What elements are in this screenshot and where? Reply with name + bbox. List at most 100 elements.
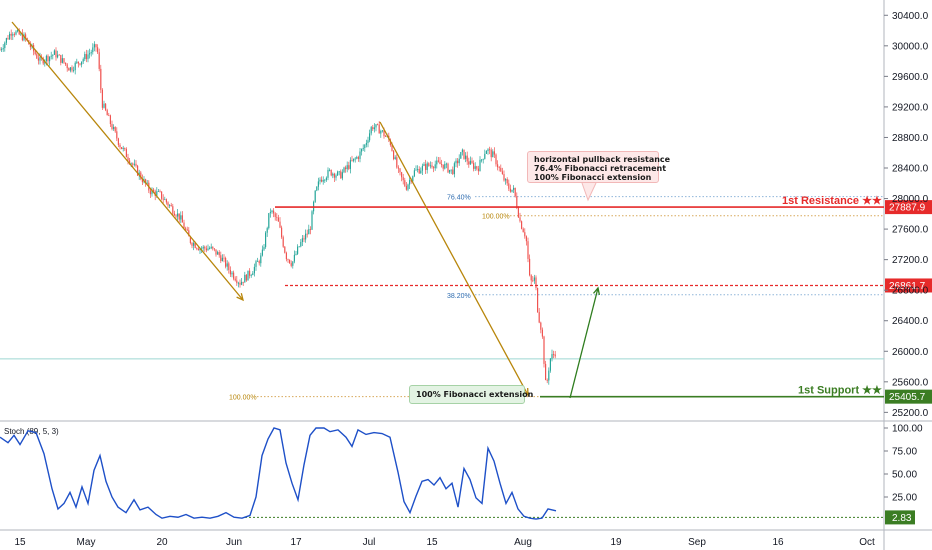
candle-body: [215, 249, 217, 255]
candle-body: [378, 124, 380, 134]
candle: [212, 246, 214, 251]
candle-body: [97, 47, 99, 53]
candle: [356, 155, 358, 160]
candle: [157, 189, 159, 192]
candle: [162, 194, 164, 204]
candle: [81, 61, 83, 68]
candle-body: [85, 54, 87, 60]
candle-body: [239, 282, 241, 285]
candle: [263, 244, 265, 251]
candle: [61, 54, 63, 64]
candle-body: [325, 177, 327, 180]
candle-body: [119, 144, 121, 148]
candle: [287, 258, 289, 263]
candle-body: [287, 259, 289, 260]
candle: [93, 41, 95, 52]
candle-body: [161, 191, 163, 199]
resistance-callout: horizontal pullback resistance 76.4% Fib…: [527, 151, 670, 183]
fibonacci-level-label: 76.40%: [447, 195, 471, 202]
candle: [106, 108, 108, 116]
candle: [513, 185, 515, 194]
candle: [364, 144, 366, 152]
candle: [95, 43, 97, 52]
candle: [119, 143, 121, 150]
candle-body: [15, 31, 17, 35]
fibonacci-extension-arrow-2-shaft: [379, 121, 529, 396]
candle: [260, 252, 262, 267]
candle: [549, 358, 551, 373]
price-tick-label: 26800.0: [892, 286, 929, 297]
candle-body: [113, 127, 115, 130]
candle: [271, 209, 273, 214]
candle-body: [532, 280, 534, 282]
candle-body: [52, 54, 54, 56]
candle: [397, 165, 399, 173]
price-tick-label: 27600.0: [892, 225, 929, 236]
candle-body: [218, 252, 220, 256]
candle-body: [71, 67, 73, 71]
candle: [15, 30, 17, 36]
candle: [525, 235, 527, 246]
candle: [111, 120, 113, 131]
candle: [445, 162, 447, 169]
candle: [378, 121, 380, 134]
price-level-badge-label: 25405.7: [889, 392, 926, 403]
candle: [324, 179, 326, 183]
candle: [42, 56, 44, 66]
candle-body: [327, 169, 329, 178]
candle-body: [149, 190, 151, 195]
candle: [437, 157, 439, 163]
candle-body: [506, 179, 508, 184]
candle-body: [223, 257, 225, 259]
candle: [90, 49, 92, 57]
candle-body: [7, 38, 9, 40]
candle-body: [269, 212, 271, 214]
candle: [69, 66, 71, 73]
candle-body: [522, 228, 524, 233]
candle: [453, 161, 455, 178]
candle: [375, 124, 377, 132]
candle: [455, 158, 457, 168]
candle-body: [101, 89, 103, 108]
candle-body: [25, 34, 27, 39]
candle-body: [490, 149, 492, 158]
candle: [236, 276, 238, 286]
candle-body: [460, 152, 462, 159]
candle: [298, 246, 300, 248]
candle: [282, 235, 284, 248]
candle-body: [13, 34, 15, 36]
candle-body: [517, 207, 519, 218]
candle-body: [345, 167, 347, 170]
candle-body: [303, 238, 305, 240]
candle: [477, 165, 479, 175]
candle: [225, 256, 227, 269]
candle: [548, 367, 550, 385]
candle: [332, 172, 334, 179]
candle-body: [420, 170, 422, 174]
candle: [545, 360, 547, 381]
candle: [196, 247, 198, 251]
candle: [345, 165, 347, 173]
candle-body: [127, 157, 129, 161]
candle: [301, 235, 303, 246]
time-tick-label: Jul: [363, 537, 376, 548]
candle: [449, 169, 451, 174]
candle: [49, 56, 51, 66]
candle-body: [330, 169, 332, 176]
candle-body: [516, 196, 518, 208]
candle: [493, 147, 495, 158]
candle: [53, 49, 55, 55]
candle: [393, 149, 395, 161]
candle: [121, 147, 123, 150]
candle-body: [484, 153, 486, 159]
candle: [98, 48, 100, 72]
candle: [101, 88, 103, 110]
candle: [484, 149, 486, 160]
candle: [500, 164, 502, 172]
candle-body: [231, 272, 233, 275]
support-label: 1st Support ★★: [798, 385, 882, 397]
candle-body: [132, 163, 134, 165]
candle-body: [341, 172, 343, 179]
candle: [497, 160, 499, 171]
